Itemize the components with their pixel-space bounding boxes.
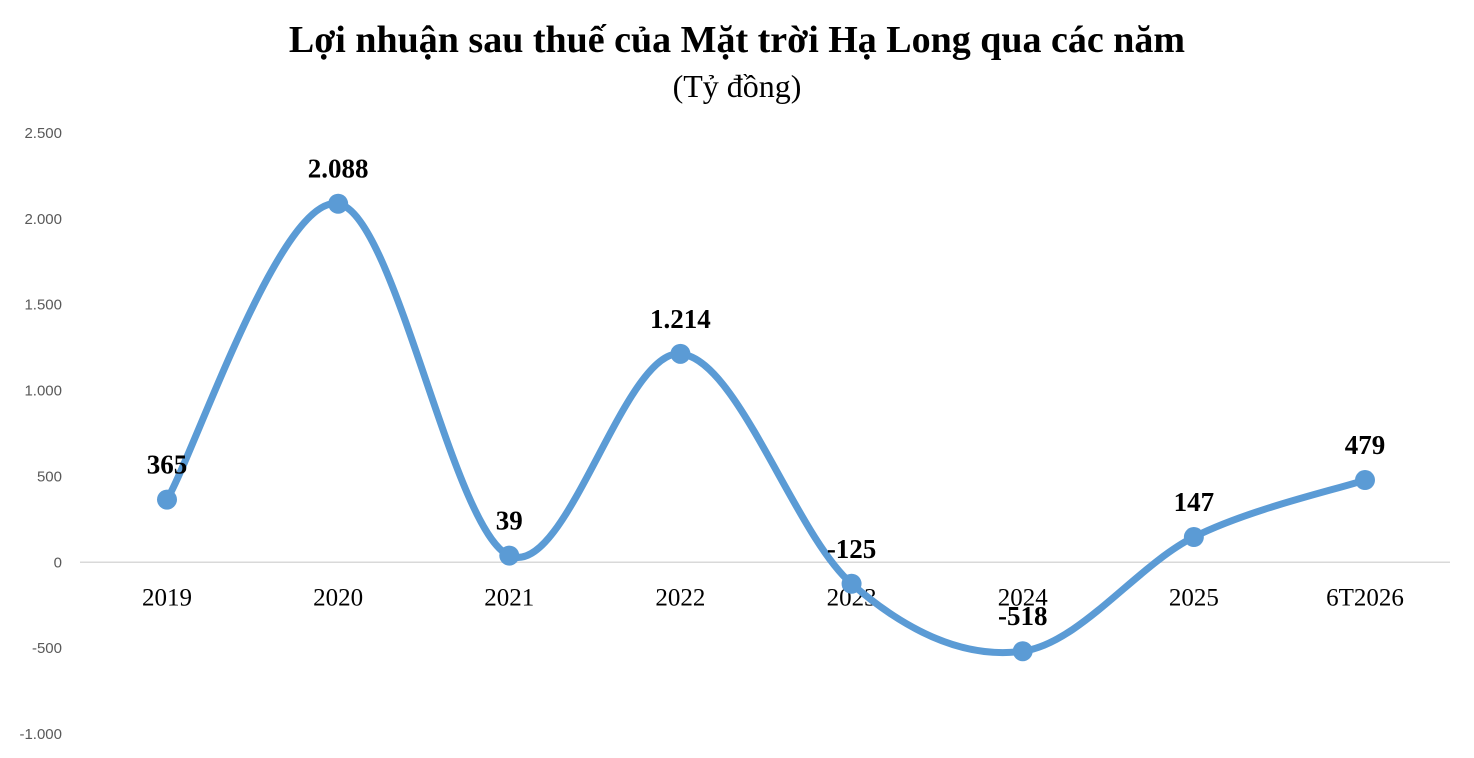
data-label: 479 bbox=[1345, 430, 1386, 460]
data-point-marker bbox=[328, 193, 349, 214]
y-tick-label: 2.000 bbox=[24, 211, 62, 228]
chart-title: Lợi nhuận sau thuế của Mặt trời Hạ Long … bbox=[288, 19, 1186, 61]
x-axis-ticks: 2019 2020 2021 2022 2023 2024 2025 6T2026 bbox=[142, 584, 1404, 611]
data-label: 1.214 bbox=[650, 304, 711, 334]
data-point-marker bbox=[841, 573, 862, 594]
y-tick-label: 1.000 bbox=[24, 383, 62, 400]
x-tick-label: 2025 bbox=[1169, 584, 1219, 611]
x-tick-label: 2021 bbox=[484, 584, 534, 611]
data-point-marker bbox=[1355, 470, 1375, 491]
series-markers bbox=[157, 193, 1375, 662]
data-label: 39 bbox=[496, 506, 523, 536]
x-tick-label: 2024 bbox=[998, 584, 1049, 611]
y-tick-label: -1.000 bbox=[19, 726, 62, 743]
data-label: -125 bbox=[827, 534, 877, 564]
data-point-marker bbox=[670, 343, 691, 364]
x-tick-label: 2019 bbox=[142, 584, 192, 611]
y-tick-label: -500 bbox=[32, 640, 62, 657]
y-axis-ticks: 2.500 2.000 1.500 1.000 500 0 -500 -1.000 bbox=[19, 125, 62, 743]
x-tick-label: 2020 bbox=[313, 584, 363, 611]
y-tick-label: 0 bbox=[54, 554, 62, 571]
data-point-marker bbox=[157, 489, 177, 510]
data-point-marker bbox=[499, 545, 520, 566]
data-label: 365 bbox=[147, 450, 188, 480]
chart-subtitle: (Tỷ đồng) bbox=[672, 68, 802, 104]
data-label: 2.088 bbox=[308, 154, 369, 184]
data-point-marker bbox=[1183, 527, 1204, 548]
y-tick-label: 2.500 bbox=[24, 125, 62, 142]
data-point-marker bbox=[1012, 641, 1033, 662]
y-tick-label: 500 bbox=[37, 468, 62, 485]
data-labels: 365 2.088 39 1.214 -125 -518 147 479 bbox=[147, 154, 1386, 631]
x-tick-label: 6T2026 bbox=[1326, 584, 1404, 611]
data-label: 147 bbox=[1174, 487, 1215, 517]
x-tick-label: 2022 bbox=[655, 584, 705, 611]
data-label: -518 bbox=[998, 601, 1048, 631]
y-tick-label: 1.500 bbox=[24, 297, 62, 314]
